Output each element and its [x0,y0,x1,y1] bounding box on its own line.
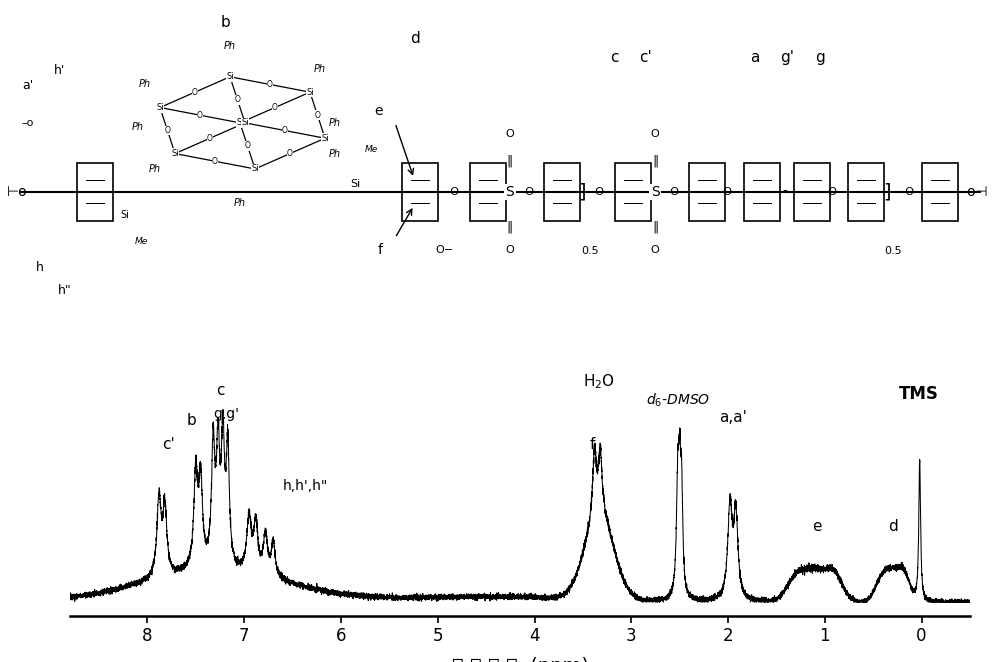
Text: Si: Si [121,210,129,220]
Text: ⊢o: ⊢o [7,185,28,199]
Text: g': g' [780,50,794,66]
Text: Si: Si [241,118,249,127]
Text: Si: Si [350,179,360,189]
Text: Ph: Ph [132,122,144,132]
Text: ]: ] [578,183,586,201]
Text: Ph: Ph [329,148,341,159]
Text: e: e [374,105,383,118]
Bar [848,164,884,221]
Text: O: O [315,111,320,120]
Text: O: O [235,95,240,105]
Text: -O-: -O- [666,187,684,197]
Bar [470,164,506,221]
Text: -O-: -O- [446,187,464,197]
Text: ‖: ‖ [507,155,513,167]
Text: Si: Si [251,164,259,173]
Text: c': c' [639,50,651,66]
Text: -O-: -O- [719,187,737,197]
Text: Ph: Ph [139,79,151,89]
Text: $d_6$-DMSO: $d_6$-DMSO [646,392,710,409]
Text: 0.5: 0.5 [884,246,902,256]
Text: S: S [651,185,659,199]
Text: ‖: ‖ [652,220,658,233]
Text: e: e [812,519,822,534]
Text: a': a' [22,79,34,92]
Text: O−: O− [435,244,453,255]
Text: Si: Si [236,118,244,127]
Text: a: a [750,50,760,66]
Bar [544,164,580,221]
Bar [615,164,651,221]
Bar [922,164,958,221]
Text: d: d [410,31,420,46]
Text: -O-: -O- [901,187,919,197]
Text: 0.5: 0.5 [581,246,599,256]
Text: f: f [378,242,383,257]
Text: c: c [216,383,224,398]
Text: -O-: -O- [591,187,609,197]
Text: O: O [192,87,198,97]
Text: TMS: TMS [899,385,939,402]
Bar [689,164,725,221]
Text: h,h',h": h,h',h" [283,479,328,493]
Text: O: O [197,111,203,120]
Text: Si: Si [321,134,329,143]
Text: a,a': a,a' [719,410,747,425]
Text: h': h' [54,64,66,77]
Bar [744,164,780,221]
Bar [794,164,830,221]
Text: O: O [207,134,213,143]
Text: O: O [282,126,288,135]
Text: c': c' [162,438,175,453]
Text: ‖: ‖ [652,155,658,167]
Text: O: O [165,126,170,135]
Text: O: O [506,244,514,255]
Text: -o⊣: -o⊣ [962,185,988,199]
Text: d: d [888,519,897,534]
Text: -: - [783,185,787,199]
Text: Ph: Ph [329,118,341,128]
Text: H$_2$O: H$_2$O [583,373,615,391]
Text: Ph: Ph [234,199,246,209]
Text: f: f [590,438,595,453]
Text: b: b [187,412,197,428]
Text: h": h" [58,284,72,297]
Text: Si: Si [226,72,234,81]
Text: h: h [36,261,44,274]
Text: O: O [267,80,273,89]
Bar [402,164,438,221]
Text: –o: –o [22,118,34,128]
Text: -O-: -O- [824,187,842,197]
Text: b: b [220,15,230,30]
Text: Me: Me [135,238,148,246]
X-axis label: 化 学 位 移  (ppm): 化 学 位 移 (ppm) [452,657,588,662]
Text: g,g': g,g' [213,406,239,421]
Text: O: O [506,129,514,140]
Text: O: O [245,142,250,150]
Text: ]: ] [883,183,891,201]
Text: ‖: ‖ [507,220,513,233]
Text: c: c [610,50,618,66]
Text: Me: Me [365,144,378,154]
Bar [77,164,113,221]
Text: S: S [506,185,514,199]
Text: O: O [651,244,659,255]
Text: Si: Si [306,87,314,97]
Text: Si: Si [171,149,179,158]
Text: Ph: Ph [149,164,161,174]
Text: O: O [651,129,659,140]
Text: Ph: Ph [314,64,326,74]
Text: O: O [287,149,293,158]
Text: g: g [815,50,825,66]
Text: -O-: -O- [521,187,539,197]
Text: O: O [272,103,278,112]
Text: Si: Si [156,103,164,112]
Text: O: O [212,157,218,166]
Text: Ph: Ph [224,41,236,51]
